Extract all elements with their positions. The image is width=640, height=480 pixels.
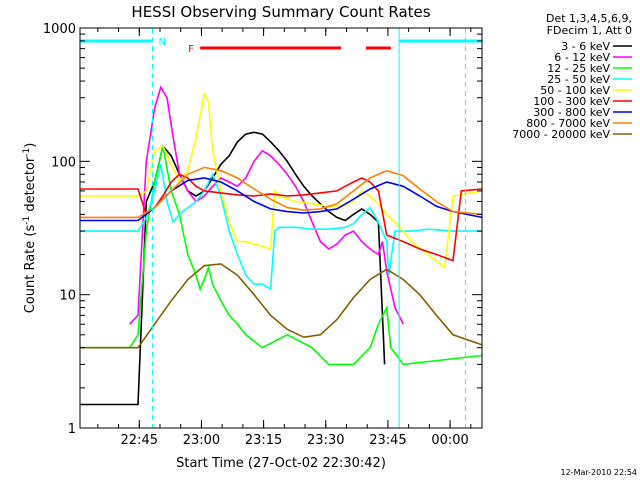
x-tick-label-3: 23:30	[307, 433, 344, 448]
axes: 22:45 23:00 23:15 23:30 23:45 00:00 1000 100 10 1	[43, 22, 482, 448]
series-line-8	[80, 263, 483, 349]
legend-label-7: 800 - 7000 keV	[526, 117, 610, 130]
x-tick-label-0: 22:45	[121, 433, 158, 448]
series-line-3	[80, 164, 482, 291]
legend-header-0: Det 1,3,4,5,6,9,	[546, 12, 632, 25]
series-line-6	[80, 177, 483, 222]
legend-label-4: 50 - 100 keV	[540, 84, 610, 97]
y-axis-label: Count Rate (s-1 detector-1)	[22, 143, 38, 314]
y-tick-label-3: 1	[68, 422, 76, 437]
legend-header-1: FDecim 1, Att 0	[547, 24, 632, 37]
series-line-7	[80, 166, 483, 219]
legend-label-1: 6 - 12 keV	[554, 51, 610, 64]
x-tick-label-2: 23:15	[245, 433, 282, 448]
series-lines	[80, 85, 483, 406]
flag-label-F: F	[188, 44, 194, 55]
footer-date: 12-Mar-2010 22:54	[561, 468, 638, 477]
legend-label-5: 100 - 300 keV	[533, 95, 610, 108]
series-line-2	[80, 145, 483, 366]
legend: Det 1,3,4,5,6,9,FDecim 1, Att 0 3 - 6 keV…	[512, 12, 632, 141]
chart-title: HESSI Observing Summary Count Rates	[131, 3, 430, 21]
series-line-1	[129, 85, 405, 325]
plot-frame	[79, 27, 483, 429]
x-tick-label-1: 23:00	[183, 433, 220, 448]
flag-bars: NF	[80, 37, 482, 55]
x-axis-label: Start Time (27-Oct-02 22:30:42)	[176, 456, 386, 471]
legend-label-8: 7000 - 20000 keV	[512, 128, 610, 141]
legend-label-0: 3 - 6 keV	[561, 40, 610, 53]
y-tick-label-0: 1000	[43, 22, 76, 37]
legend-label-2: 12 - 25 keV	[547, 62, 610, 75]
y-tick-label-1: 100	[51, 155, 76, 170]
series-line-5	[80, 173, 483, 262]
x-tick-label-4: 23:45	[369, 433, 406, 448]
x-tick-label-5: 00:00	[431, 433, 468, 448]
series-line-0	[80, 131, 386, 406]
legend-label-3: 25 - 50 keV	[547, 73, 610, 86]
series-line-4	[80, 91, 483, 270]
legend-label-6: 300 - 800 keV	[533, 106, 610, 119]
time-markers	[152, 28, 466, 428]
flag-label-N: N	[159, 37, 166, 48]
y-tick-label-2: 10	[59, 289, 76, 304]
